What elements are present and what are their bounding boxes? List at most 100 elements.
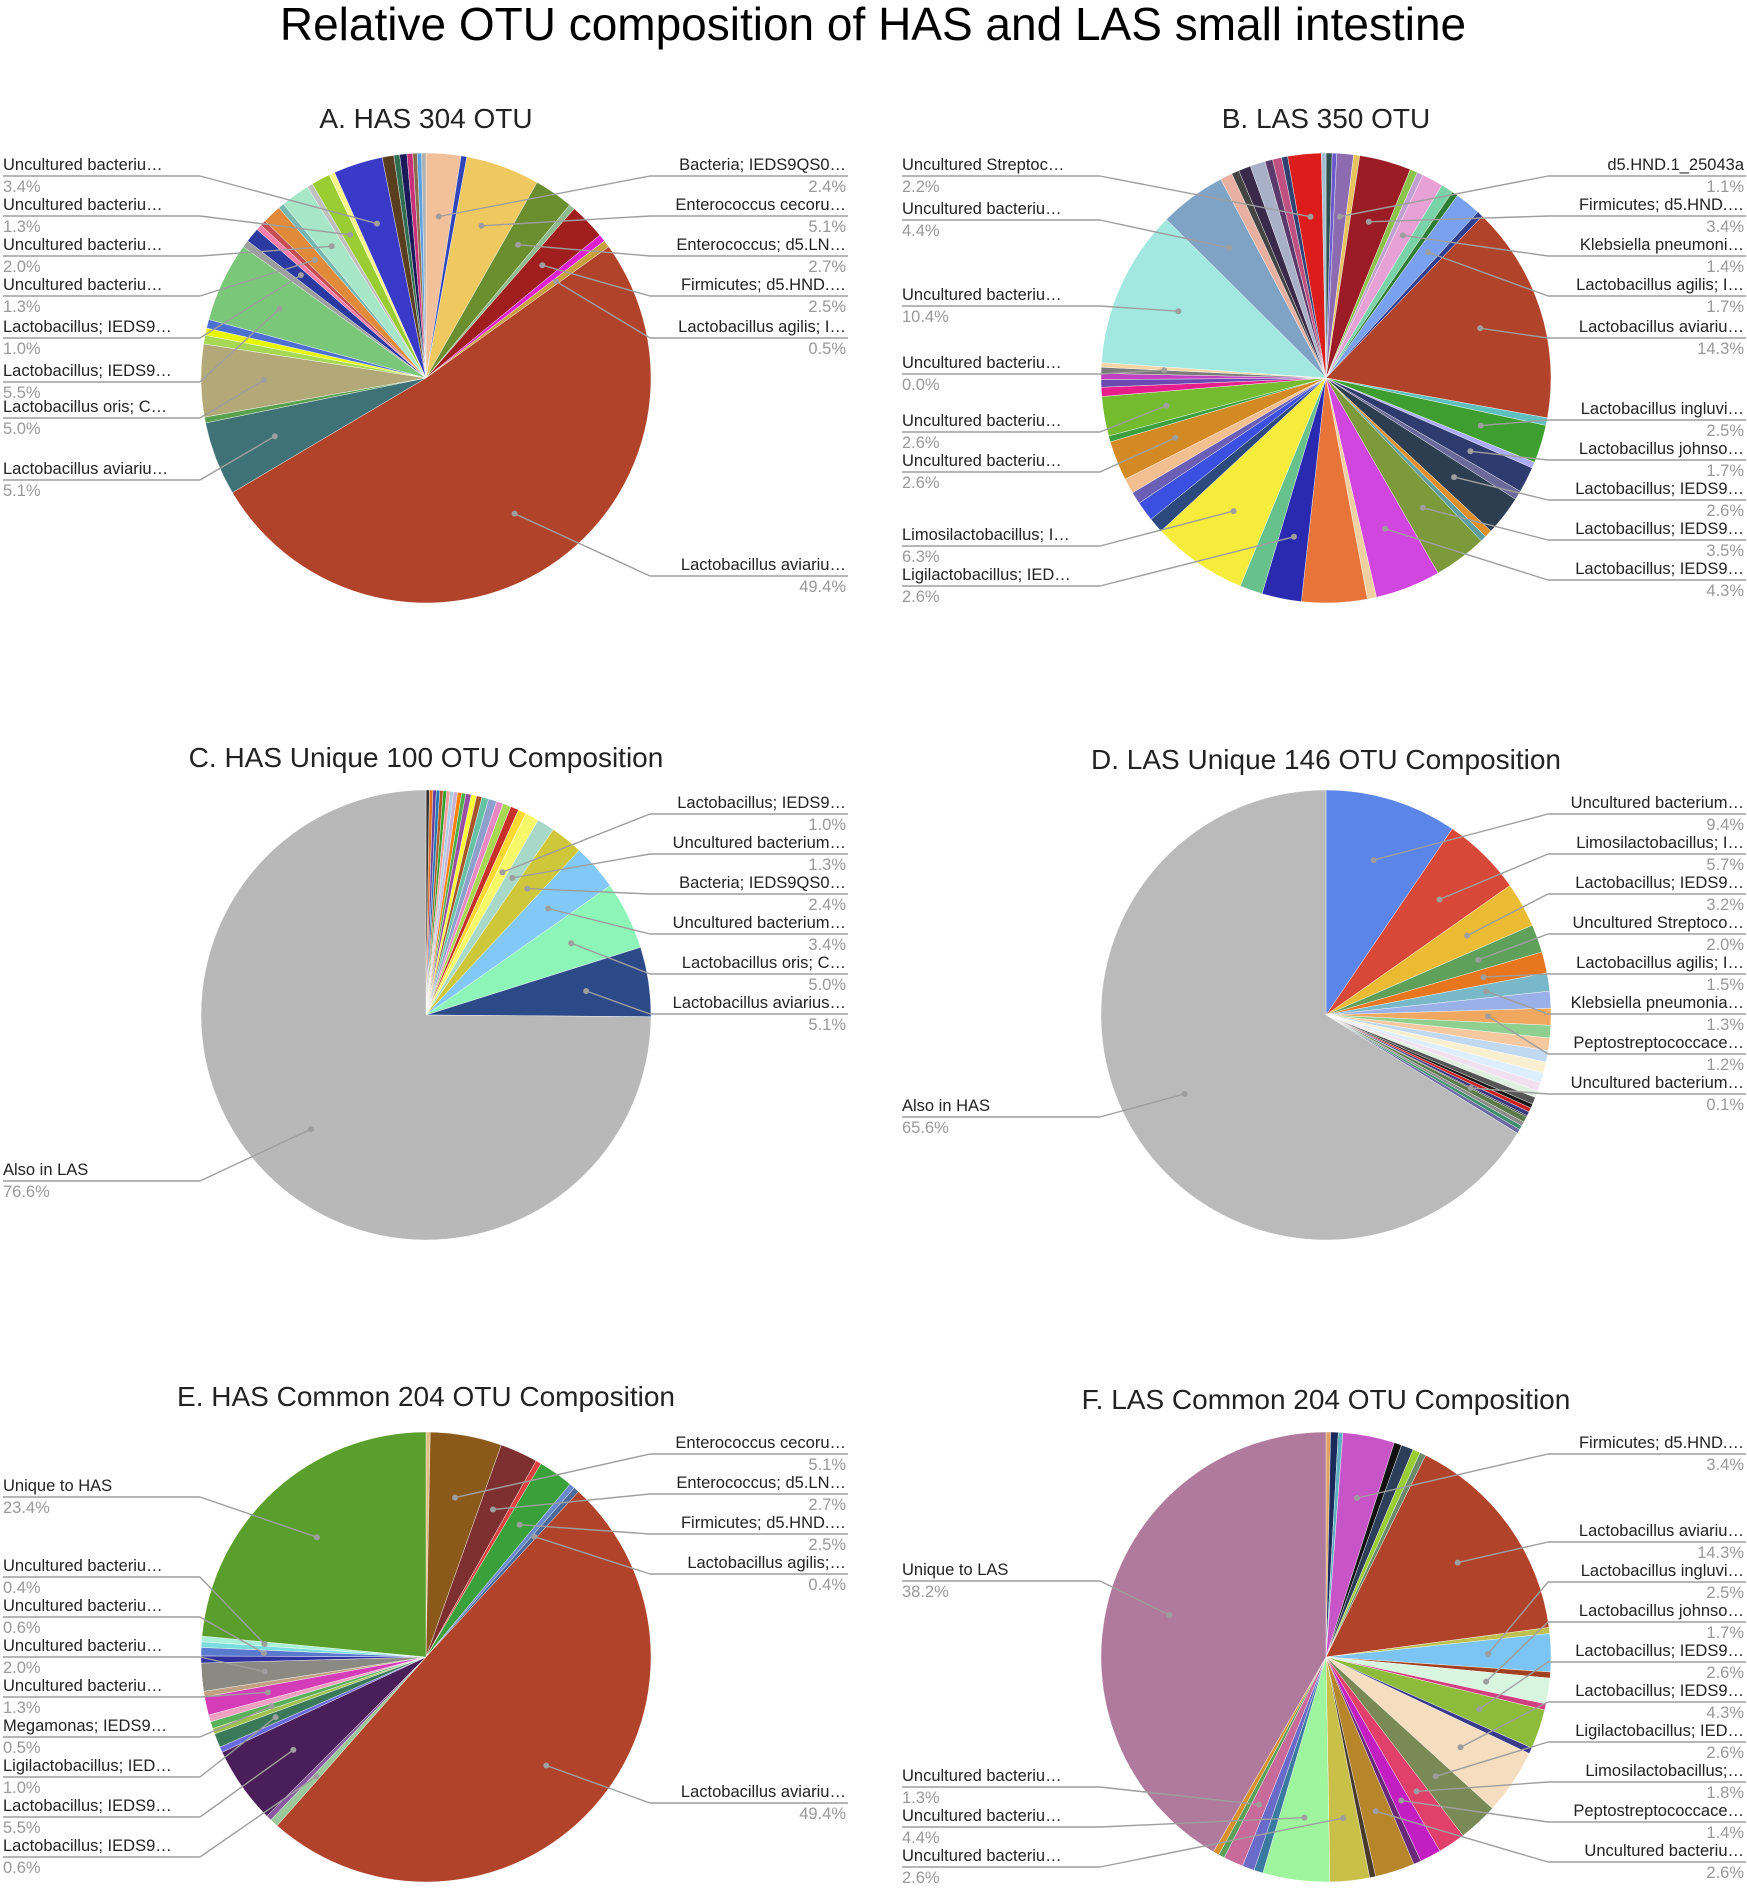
leader-dot — [1451, 474, 1458, 481]
slice-label: Lactobacillus johnso… — [1579, 1602, 1744, 1620]
slice-percent: 2.4% — [808, 178, 846, 196]
slice-label: Uncultured bacteriu… — [3, 1597, 163, 1615]
slice-label: Lactobacillus aviariu… — [3, 460, 168, 478]
leader-dot — [328, 243, 335, 250]
leader-line — [1099, 219, 1230, 249]
slice-percent: 0.6% — [3, 1619, 41, 1637]
leader-dot — [276, 305, 283, 312]
slice-label: Also in HAS — [902, 1097, 990, 1115]
slice-percent: 5.1% — [808, 1456, 846, 1474]
leader-dot — [1340, 1815, 1347, 1822]
slice-label: Uncultured bacteriu… — [3, 156, 163, 174]
slice-percent: 0.5% — [808, 340, 846, 358]
leader-line — [199, 308, 281, 383]
slice-percent: 6.3% — [902, 548, 940, 566]
leader-dot — [374, 220, 380, 227]
slice-label: Uncultured Streptoco… — [1572, 914, 1744, 932]
slice-label: Ligilactobacillus; IED… — [1575, 1722, 1744, 1740]
figure-title: Relative OTU composition of HAS and LAS … — [280, 0, 1466, 50]
slice-label: Enterococcus cecoru… — [675, 196, 846, 214]
leader-line — [1099, 510, 1234, 547]
slice-label: Uncultured bacteriu… — [3, 1637, 163, 1655]
slice-percent: 3.2% — [1706, 896, 1744, 914]
leader-dot — [1485, 1013, 1491, 1020]
leader-line — [1466, 893, 1549, 937]
leader-dot — [1457, 1744, 1464, 1751]
leader-dot — [1475, 956, 1482, 963]
slice-percent: 76.6% — [3, 1183, 50, 1201]
leader-line — [199, 1705, 272, 1738]
leader-dot — [1163, 402, 1170, 409]
slice-label: Lactobacillus oris; C… — [682, 954, 846, 972]
leader-dot — [1230, 508, 1237, 515]
slice-label: Ligilactobacillus; IED… — [902, 566, 1071, 584]
slice-label: Peptostreptococcace… — [1573, 1034, 1744, 1052]
pie-slice — [201, 1431, 427, 1658]
slice-label: Lactobacillus; IEDS9… — [677, 794, 846, 812]
leader-line — [1422, 507, 1549, 541]
slice-percent: 2.7% — [808, 258, 846, 276]
leader-line — [199, 1716, 277, 1778]
slice-label: Lactobacillus johnso… — [1579, 440, 1744, 458]
slice-percent: 3.4% — [1706, 218, 1744, 236]
pie-slice — [232, 246, 652, 604]
slice-label: Uncultured bacteriu… — [902, 354, 1062, 372]
leader-line — [199, 175, 378, 225]
leader-line — [1099, 536, 1295, 587]
leader-line — [1099, 1093, 1185, 1118]
chart-title: F. LAS Common 204 OTU Composition — [1082, 1384, 1571, 1415]
leader-dot — [1353, 1495, 1360, 1501]
leader-line — [519, 1524, 651, 1535]
slice-label: Uncultured bacteriu… — [902, 200, 1062, 218]
leader-line — [1099, 175, 1311, 218]
leader-dot — [1336, 213, 1343, 220]
leader-line — [1384, 528, 1549, 581]
leader-line — [492, 1493, 651, 1511]
pie-slice — [421, 152, 427, 379]
leader-line — [199, 1128, 312, 1182]
slice-label: Uncultured bacteriu… — [3, 1557, 163, 1575]
leader-dot — [290, 1746, 297, 1753]
slice-label: Lactobacillus agilis;… — [687, 1554, 846, 1572]
slice-percent: 0.1% — [1706, 1096, 1744, 1114]
leader-line — [199, 435, 276, 481]
slice-percent: 1.0% — [3, 340, 41, 358]
slice-percent: 49.4% — [799, 578, 846, 596]
slice-percent: 5.0% — [808, 976, 846, 994]
slice-percent: 10.4% — [902, 308, 949, 326]
slice-label: d5.HND.1_25043a — [1607, 156, 1745, 174]
leader-line — [1453, 476, 1549, 501]
leader-line — [199, 1775, 317, 1858]
slice-percent: 2.7% — [808, 1496, 846, 1514]
slice-percent: 5.0% — [3, 420, 41, 438]
slice-label: Uncultured bacteriu… — [3, 236, 163, 254]
leader-dot — [1161, 367, 1168, 374]
leader-dot — [1301, 1814, 1308, 1821]
leader-dot — [272, 1714, 279, 1721]
leader-dot — [1175, 308, 1182, 315]
slice-percent: 5.5% — [3, 384, 41, 402]
leader-line — [1099, 404, 1167, 433]
leader-dot — [1483, 1678, 1490, 1685]
leader-dot — [452, 1494, 458, 1501]
pie-chart-F: F. LAS Common 204 OTU Composition Firmicu… — [902, 1384, 1746, 1887]
leader-dot — [1399, 232, 1406, 239]
slice-label: Lactobacillus; IEDS9… — [3, 1797, 172, 1815]
leader-dot — [1256, 1801, 1263, 1808]
leader-line — [1435, 1741, 1549, 1777]
leader-line — [1099, 369, 1165, 375]
leader-line — [1339, 175, 1549, 218]
leader-dot — [1454, 1559, 1461, 1566]
slice-label: Lactobacillus aviariu… — [1579, 318, 1744, 336]
leader-line — [1478, 933, 1549, 961]
leader-line — [199, 1496, 318, 1538]
leader-dot — [1172, 434, 1179, 441]
slice-label: Lactobacillus aviariu… — [1579, 1522, 1744, 1540]
slice-percent: 1.5% — [1706, 976, 1744, 994]
leader-dot — [1365, 218, 1372, 225]
slice-label: Bacteria; IEDS9QS0… — [679, 156, 846, 174]
slice-percent: 2.6% — [1706, 1664, 1744, 1682]
leader-dot — [313, 1534, 320, 1541]
leader-line — [1439, 853, 1549, 901]
leader-line — [1401, 1799, 1549, 1823]
